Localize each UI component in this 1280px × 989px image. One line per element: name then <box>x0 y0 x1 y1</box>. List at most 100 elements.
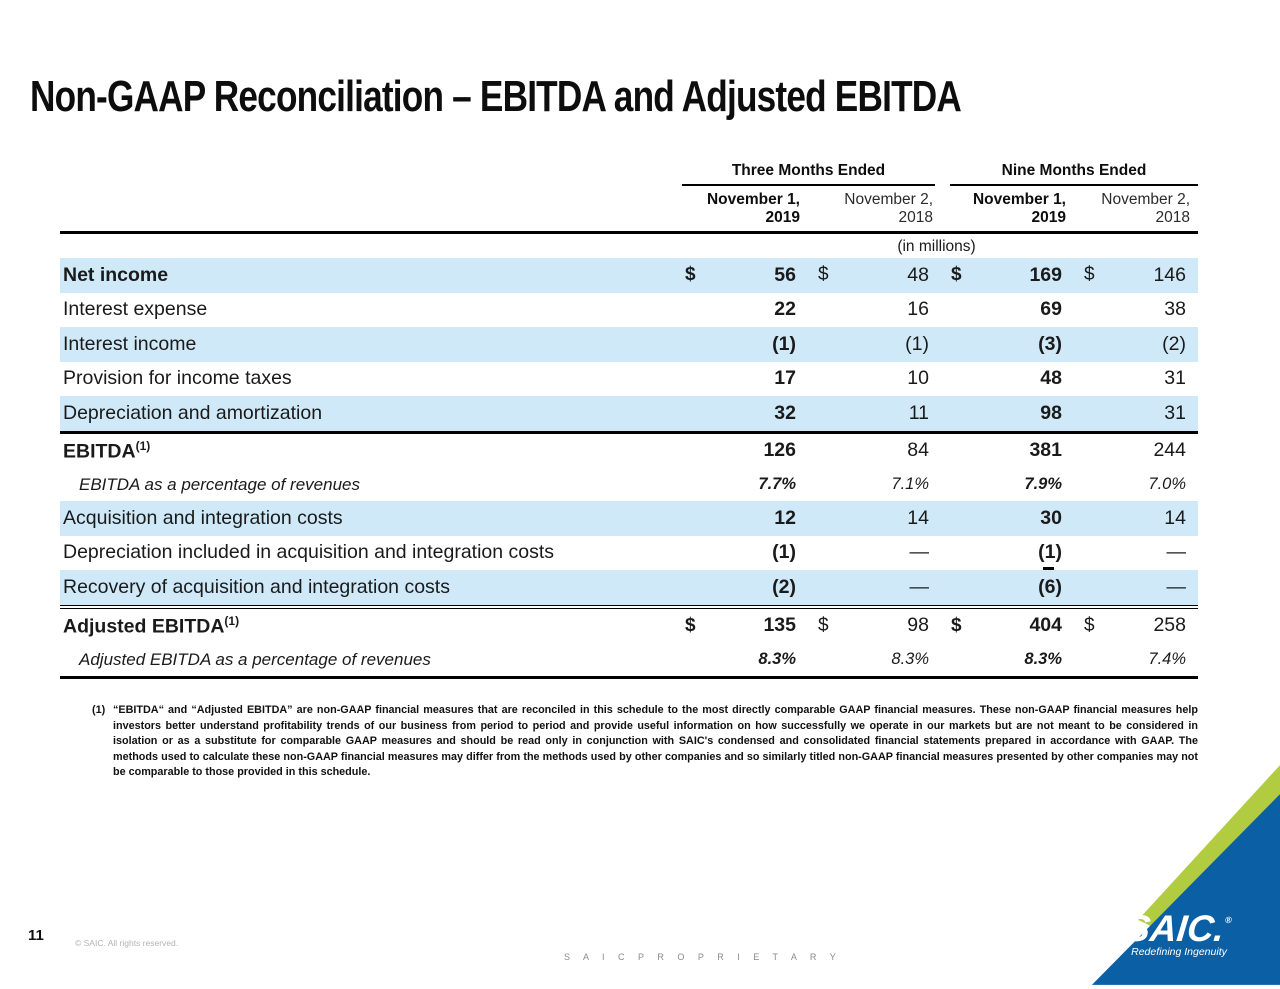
value-cell: 17 <box>774 367 796 390</box>
value-cell: 32 <box>774 401 796 424</box>
value-cell: 12 <box>774 506 796 529</box>
table-row: Interest expense 22 16 69 38 <box>60 293 1198 328</box>
value-cell: — <box>909 541 930 564</box>
value-cell: (2) <box>1162 332 1186 355</box>
value-cell: 56 <box>774 263 796 286</box>
row-label: Depreciation and amortization <box>63 401 323 424</box>
slide-title: Non-GAAP Reconciliation – EBITDA and Adj… <box>30 72 962 121</box>
footnote-marker: (1) <box>92 704 106 716</box>
footnote: (1) “EBITDA“ and “Adjusted EBITDA” are n… <box>92 703 1200 781</box>
value-cell: 98 <box>1040 401 1062 424</box>
value-cell: (1) <box>772 332 796 355</box>
value-cell: (1) <box>1038 541 1062 564</box>
value-cell: 14 <box>907 506 929 529</box>
table-row: Acquisition and integration costs 12 14 30 1… <box>60 501 1198 536</box>
value-cell: 8.3% <box>891 650 929 668</box>
value-cell: 48 <box>1040 367 1062 390</box>
row-label: EBITDA(1) <box>63 438 151 463</box>
value-cell: 14 <box>1164 506 1186 529</box>
value-cell: (2) <box>772 575 796 598</box>
table-row: Net income $56 $48 $169 $146 <box>60 258 1198 293</box>
value-cell: 16 <box>907 298 929 321</box>
footnote-text: “EBITDA“ and “Adjusted EBITDA” are non-G… <box>113 704 1198 779</box>
value-cell: 7.1% <box>891 475 929 493</box>
value-cell: — <box>1166 541 1187 564</box>
dollar-sign-cell: $ <box>1084 264 1095 286</box>
value-cell: 98 <box>907 614 929 637</box>
value-cell: 258 <box>1153 614 1186 637</box>
value-cell: (1) <box>905 332 929 355</box>
dollar-sign-cell: $ <box>1084 614 1095 636</box>
table-row: Depreciation included in acquisition and… <box>60 536 1198 571</box>
date-headers: November 1, 2019 November 2, 2018 November 1… <box>60 186 1198 234</box>
period-group-headers: Three Months Ended Nine Months Ended <box>60 162 1198 186</box>
row-label: Adjusted EBITDA as a percentage of reven… <box>79 649 431 669</box>
group-header-three-months: Three Months Ended <box>682 162 935 186</box>
footnote-ref: (1) <box>224 613 240 628</box>
table-row: EBITDA as a percentage of revenues 7.7% 7.… <box>60 468 1198 501</box>
table-row: Adjusted EBITDA as a percentage of reven… <box>60 643 1198 676</box>
table-row: Provision for income taxes 17 10 48 31 <box>60 362 1198 397</box>
logo-wordmark: SAIC.® <box>1123 908 1233 949</box>
value-cell: 48 <box>907 263 929 286</box>
group-header-nine-months: Nine Months Ended <box>950 162 1198 186</box>
row-label: Acquisition and integration costs <box>63 506 343 529</box>
value-cell: 10 <box>907 367 929 390</box>
value-cell: 126 <box>763 439 796 462</box>
date-header: November 1, 2019 <box>706 191 800 226</box>
value-cell: 244 <box>1153 439 1186 462</box>
page-number: 11 <box>28 927 44 944</box>
proprietary-label: S A I C P R O P R I E T A R Y <box>564 952 842 962</box>
row-label: Interest income <box>63 332 197 355</box>
table-row: Interest income (1) (1) (3) (2) <box>60 327 1198 362</box>
row-label: Interest expense <box>63 298 208 321</box>
copyright-text: © SAIC. All rights reserved. <box>75 938 179 948</box>
row-label: Recovery of acquisition and integration … <box>63 575 450 598</box>
value-cell: 146 <box>1153 263 1186 286</box>
value-cell: 8.3% <box>758 650 796 668</box>
value-cell: 7.7% <box>758 475 796 493</box>
table-row: EBITDA(1) 126 84 381 244 <box>60 430 1198 469</box>
value-cell: (6) <box>1038 575 1062 598</box>
value-cell: (3) <box>1038 332 1062 355</box>
saic-logo: SAIC.® Redefining Ingenuity <box>1090 749 1280 989</box>
value-cell: 135 <box>763 614 796 637</box>
dollar-sign-cell: $ <box>951 614 962 636</box>
value-cell: 38 <box>1164 298 1186 321</box>
value-cell: 404 <box>1029 614 1062 637</box>
value-cell: 381 <box>1029 439 1062 462</box>
value-cell: 169 <box>1029 263 1062 286</box>
header-spacer <box>60 191 675 227</box>
row-label: Depreciation included in acquisition and… <box>63 541 555 564</box>
row-label: Provision for income taxes <box>63 367 292 390</box>
logo-tagline: Redefining Ingenuity <box>1131 946 1227 958</box>
value-cell: 30 <box>1040 506 1062 529</box>
value-cell: 7.4% <box>1148 650 1186 668</box>
row-label: EBITDA as a percentage of revenues <box>79 474 360 494</box>
value-cell: 11 <box>908 401 929 424</box>
value-cell: (1) <box>772 541 796 564</box>
date-header: November 1, 2019 <box>972 191 1066 226</box>
date-header: November 2, 2018 <box>1101 191 1190 226</box>
table-row: Adjusted EBITDA(1) $135 $98 $404 $258 <box>60 604 1198 644</box>
dollar-sign-cell: $ <box>818 264 829 286</box>
value-cell: 7.0% <box>1148 475 1186 493</box>
dollar-sign-cell: $ <box>951 264 962 286</box>
value-cell: 8.3% <box>1024 650 1062 668</box>
table-row: Recovery of acquisition and integration … <box>60 570 1198 605</box>
row-label: Adjusted EBITDA(1) <box>63 613 240 638</box>
value-cell: — <box>909 575 930 598</box>
units-note: (in millions) <box>897 238 976 255</box>
dollar-sign-cell: $ <box>685 614 696 636</box>
reconciliation-table: Three Months Ended Nine Months Ended Nov… <box>60 162 1198 679</box>
stray-dash-artifact <box>1043 567 1054 571</box>
value-cell: 22 <box>774 298 796 321</box>
logo-text: SAIC.® Redefining Ingenuity <box>1090 901 1268 958</box>
value-cell: — <box>1166 575 1187 598</box>
value-cell: 84 <box>907 439 929 462</box>
dollar-sign-cell: $ <box>685 264 696 286</box>
date-header: November 2, 2018 <box>844 191 933 226</box>
value-cell: 31 <box>1164 401 1186 424</box>
value-cell: 69 <box>1040 298 1062 321</box>
footnote-ref: (1) <box>135 438 151 453</box>
